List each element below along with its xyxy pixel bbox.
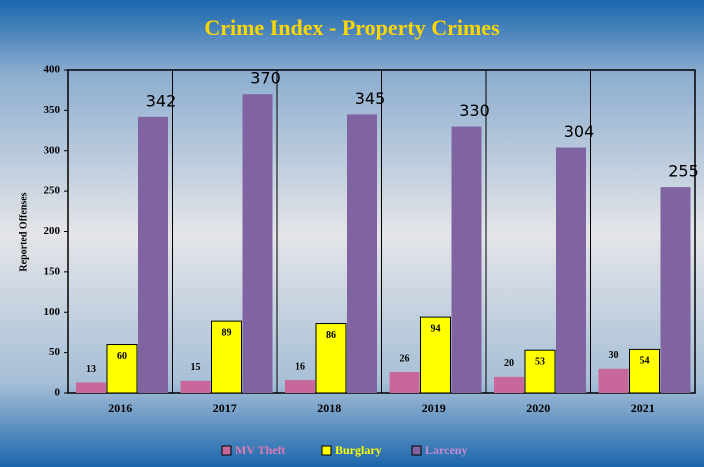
bar xyxy=(242,94,273,393)
x-tick-label: 2017 xyxy=(213,401,237,415)
legend-swatch xyxy=(321,445,332,456)
legend-swatch xyxy=(221,445,232,456)
bar xyxy=(285,380,315,393)
data-label: 86 xyxy=(326,330,336,341)
data-label: 30 xyxy=(609,350,619,361)
data-label: 16 xyxy=(295,361,305,372)
legend-label: Burglary xyxy=(335,443,382,457)
y-tick-label: 350 xyxy=(44,104,61,116)
bar xyxy=(660,187,691,393)
x-tick-label: 2016 xyxy=(108,401,132,415)
data-label: 13 xyxy=(86,364,96,375)
bar xyxy=(138,116,168,394)
bar xyxy=(556,147,586,393)
data-label: 330 xyxy=(459,101,490,120)
data-label: 370 xyxy=(250,69,281,88)
y-tick-label: 150 xyxy=(44,265,61,277)
y-tick-label: 250 xyxy=(44,185,61,197)
bar xyxy=(106,344,138,394)
legend-swatch xyxy=(411,445,422,456)
data-label: 60 xyxy=(117,351,127,362)
y-tick-label: 0 xyxy=(55,387,61,399)
bar xyxy=(211,320,242,394)
x-tick-label: 2018 xyxy=(317,401,341,415)
x-tick-label: 2020 xyxy=(526,401,550,415)
data-label: 304 xyxy=(564,122,595,141)
y-tick-label: 400 xyxy=(44,64,61,76)
x-tick-label: 2019 xyxy=(422,401,446,415)
x-tick-label: 2021 xyxy=(631,401,655,415)
data-label: 54 xyxy=(640,356,650,367)
bar xyxy=(315,323,347,394)
legend-label: Larceny xyxy=(425,443,467,457)
data-label: 342 xyxy=(146,91,177,110)
bar xyxy=(180,380,211,393)
data-label: 20 xyxy=(504,358,514,369)
data-label: 345 xyxy=(355,89,386,108)
bar xyxy=(389,372,420,393)
legend-label: MV Theft xyxy=(235,443,286,457)
y-tick-label: 300 xyxy=(44,144,61,156)
data-label: 255 xyxy=(668,162,699,181)
data-label: 53 xyxy=(535,356,545,367)
bar xyxy=(420,316,451,394)
data-label: 94 xyxy=(431,323,441,334)
chart-title: Crime Index - Property Crimes xyxy=(204,15,500,40)
data-label: 89 xyxy=(222,327,232,338)
bar xyxy=(629,348,660,394)
y-tick-label: 50 xyxy=(49,346,61,358)
y-tick-label: 100 xyxy=(44,306,61,318)
data-label: 26 xyxy=(400,353,410,364)
bar xyxy=(451,126,482,394)
data-label: 15 xyxy=(191,362,201,373)
bar xyxy=(76,382,106,393)
bar xyxy=(598,368,629,393)
y-tick-label: 200 xyxy=(44,225,61,237)
bar xyxy=(494,376,524,393)
bar xyxy=(524,349,556,394)
bar xyxy=(347,114,377,393)
y-axis-label: Reported Offenses xyxy=(18,192,29,271)
